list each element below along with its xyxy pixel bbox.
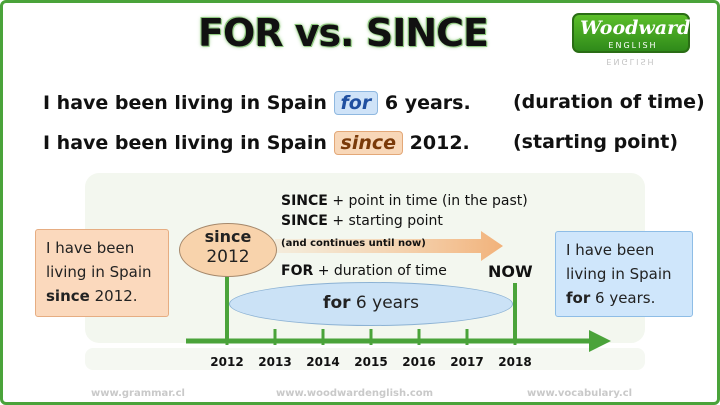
since-example-value: 2012. (94, 287, 138, 305)
background-strip (85, 348, 645, 370)
since-rule-note: (and continues until now) (281, 238, 426, 249)
since-example-keyword: since (46, 287, 90, 305)
sentence-for: I have been living in Spain for 6 years. (43, 91, 471, 115)
timeline-year-label: 2015 (354, 355, 388, 369)
since-bubble: since 2012 (179, 223, 277, 277)
sentence-since: I have been living in Spain since 2012. (43, 131, 470, 155)
since-rule1-text: + point in time (in the past) (332, 193, 528, 209)
for-rule-text: + duration of time (317, 263, 447, 279)
page-title: FOR vs. SINCE (198, 11, 489, 55)
for-example-box: I have been living in Spain for 6 years. (555, 231, 693, 317)
since-rule-point-in-time: SINCE + point in time (in the past) (281, 193, 528, 209)
keyword-since: since (333, 131, 404, 155)
for-example-value: 6 years. (595, 289, 656, 307)
for-bubble-word: for (323, 293, 351, 313)
for-example-line-2: living in Spain (566, 265, 672, 283)
timeline-year-label: 2016 (402, 355, 436, 369)
timeline-year-label: 2018 (498, 355, 532, 369)
for-rule-duration: FOR + duration of time (281, 263, 447, 279)
footer-link-vocabulary[interactable]: www.vocabulary.cl (527, 388, 633, 399)
timeline-year-label: 2014 (306, 355, 340, 369)
sentence-for-suffix: 6 years. (384, 92, 471, 114)
woodward-logo: Woodward ENGLISH ENGLISH (572, 13, 710, 69)
timeline-year-label: 2013 (258, 355, 292, 369)
timeline-year-label: 2017 (450, 355, 484, 369)
since-bubble-word: since (204, 227, 252, 246)
sentence-for-prefix: I have been living in Spain (43, 92, 327, 114)
since-rule2-text: + starting point (332, 213, 443, 229)
note-duration: (duration of time) (513, 91, 705, 113)
timeline-graphic (186, 231, 611, 352)
timeline-ticks (225, 329, 517, 345)
logo-brand: Woodward (580, 17, 691, 39)
since-bubble-year: 2012 (206, 247, 250, 267)
now-label: NOW (488, 262, 533, 281)
timeline-arrowhead (589, 330, 611, 352)
footer-link-woodward[interactable]: www.woodwardenglish.com (276, 388, 434, 399)
since-example-line-1: I have been (46, 239, 135, 257)
since-rule2-key: SINCE (281, 213, 328, 229)
for-example-keyword: for (566, 289, 591, 307)
timeline-year-label: 2012 (210, 355, 244, 369)
for-example-line-1: I have been (566, 241, 655, 259)
for-bubble: for 6 years (229, 282, 513, 326)
sentence-since-prefix: I have been living in Spain (43, 132, 327, 154)
for-rule-key: FOR (281, 263, 314, 279)
since-rule-starting-point: SINCE + starting point (281, 213, 443, 229)
logo-badge: Woodward ENGLISH (572, 13, 690, 53)
for-bubble-value: 6 years (355, 293, 419, 313)
footer-link-grammar[interactable]: www.grammar.cl (91, 388, 185, 399)
since-arrow (275, 231, 503, 261)
since-rule1-key: SINCE (281, 193, 328, 209)
logo-sub: ENGLISH (608, 41, 658, 50)
since-example-box: I have been living in Spain since 2012. (35, 229, 169, 317)
since-example-line-2: living in Spain (46, 263, 152, 281)
keyword-for: for (333, 91, 379, 115)
sentence-since-suffix: 2012. (409, 132, 470, 154)
note-starting-point: (starting point) (513, 131, 679, 153)
